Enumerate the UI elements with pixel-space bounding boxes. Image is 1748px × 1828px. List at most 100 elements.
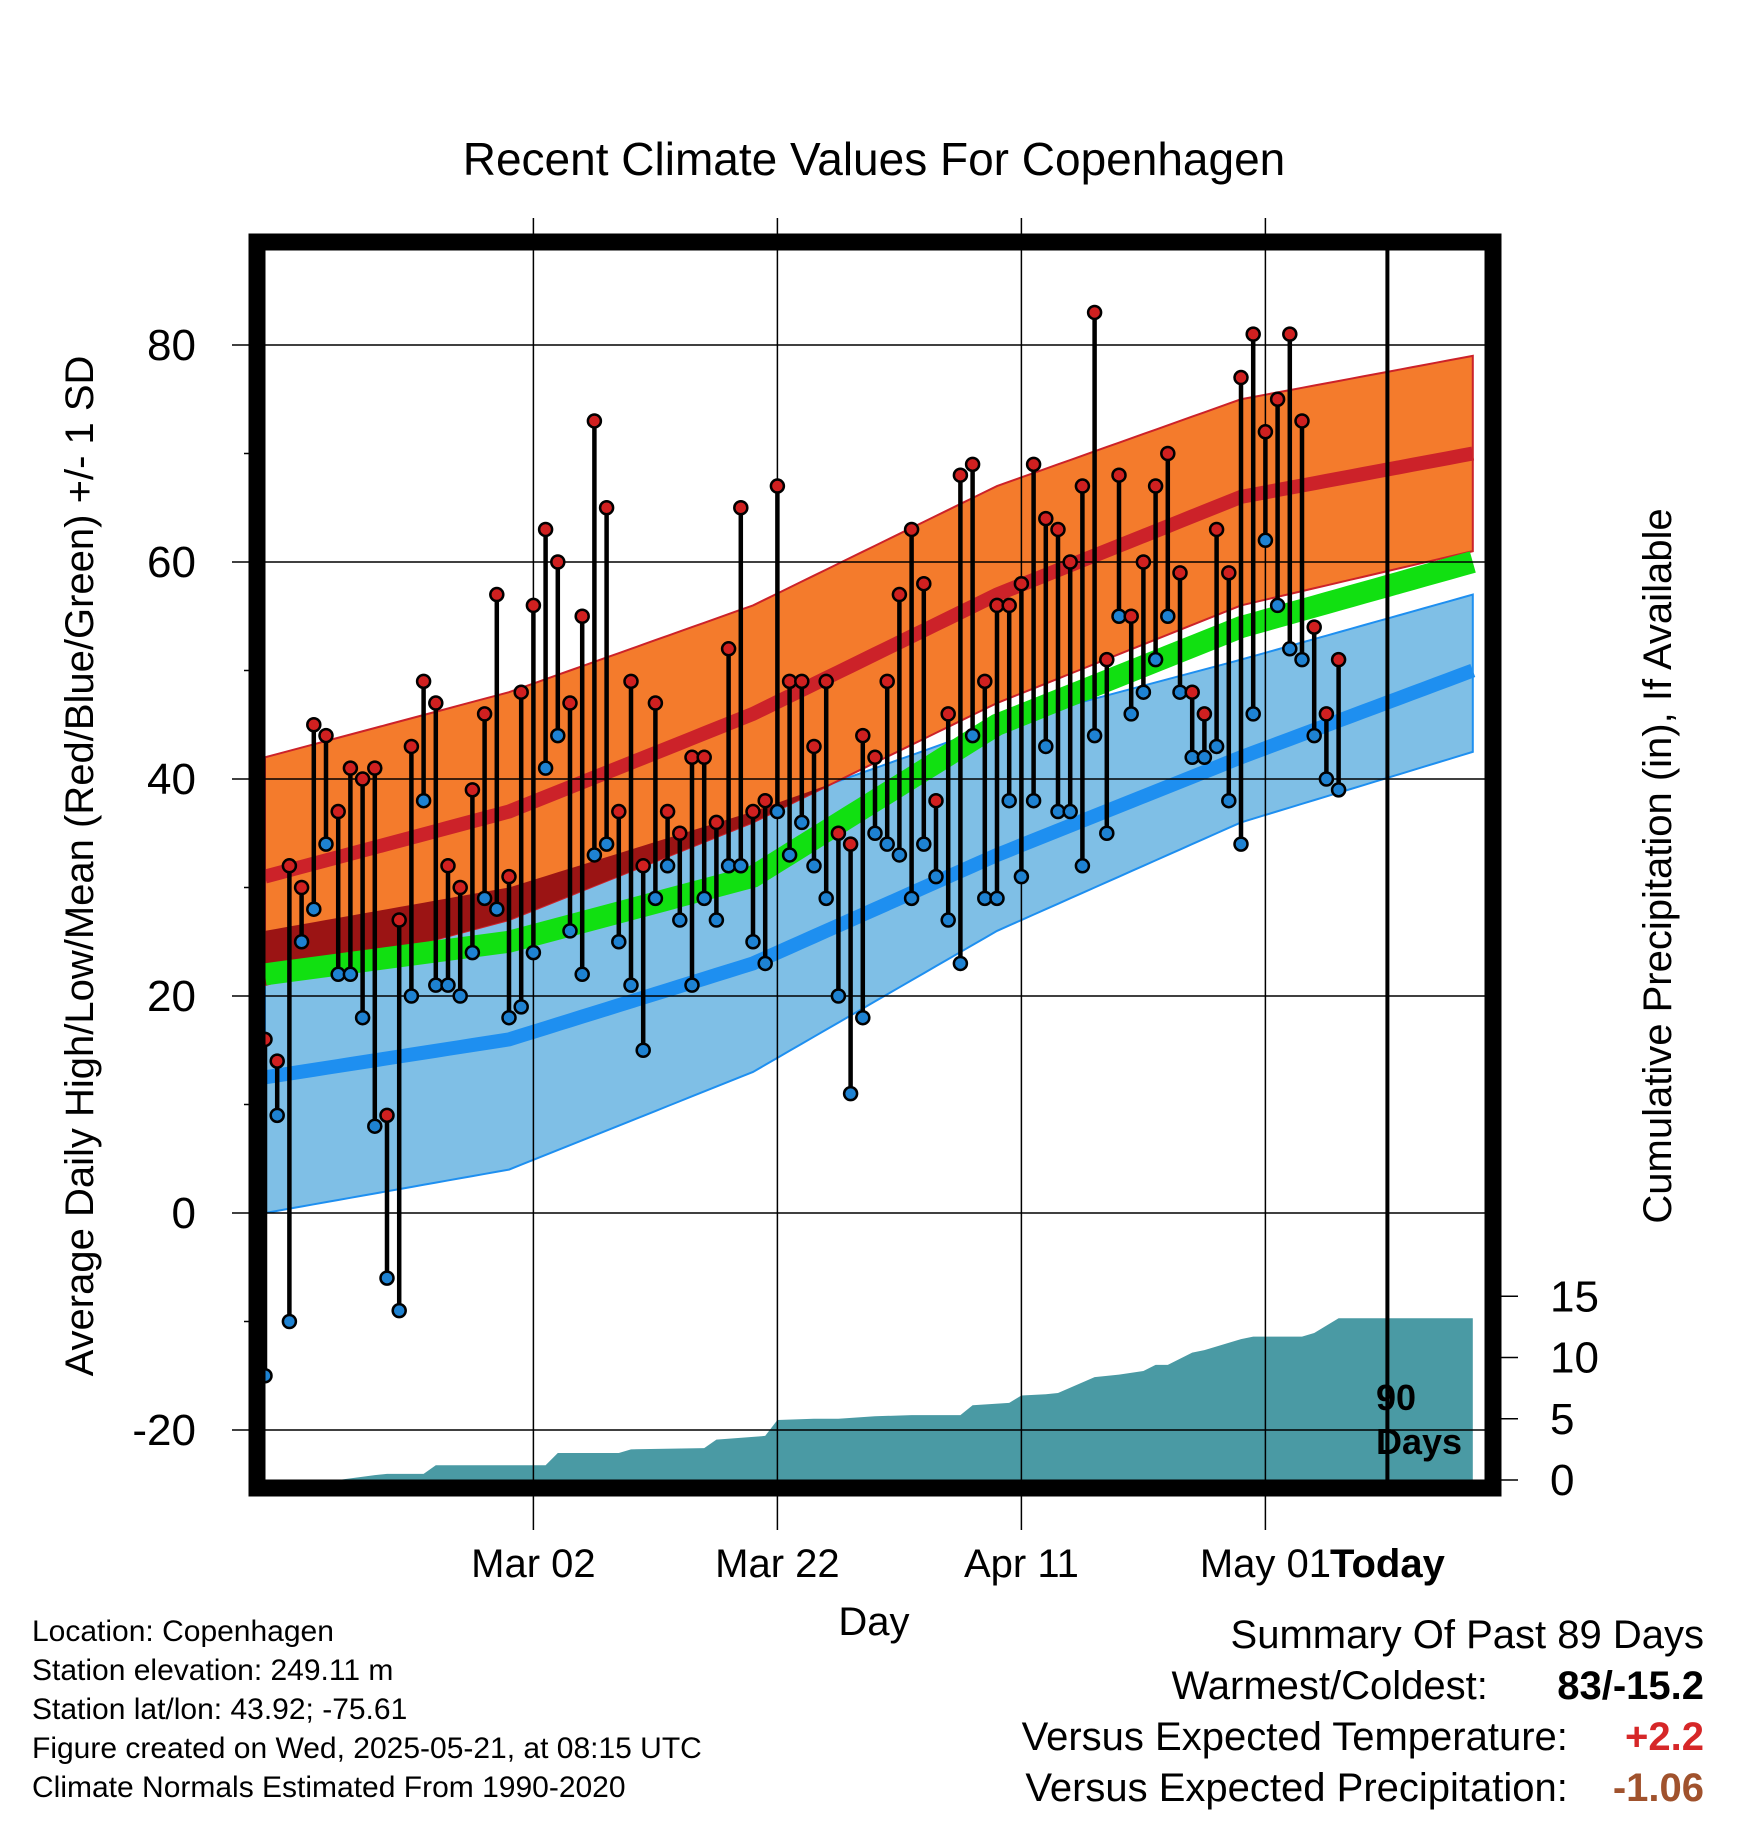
low-temp-point bbox=[440, 977, 456, 993]
high-temp-point bbox=[1062, 554, 1078, 570]
high-temp-point bbox=[733, 500, 749, 516]
high-temp-point bbox=[1001, 597, 1017, 614]
high-temp-point bbox=[611, 803, 627, 820]
high-temp-point bbox=[635, 858, 651, 874]
temp-row: Versus Expected Temperature: +2.2 bbox=[1022, 1712, 1704, 1763]
x-tick-label: Mar 02 bbox=[471, 1542, 596, 1586]
high-temp-point bbox=[1282, 326, 1298, 342]
low-temp-point bbox=[342, 966, 359, 983]
high-temp-point bbox=[940, 706, 956, 722]
low-temp-point bbox=[989, 890, 1005, 907]
low-temp-point bbox=[1160, 608, 1176, 624]
normal-low-mean-line bbox=[265, 663, 1476, 1085]
high-temp-point bbox=[1233, 369, 1249, 386]
low-temp-point bbox=[940, 912, 956, 928]
low-temp-point bbox=[1001, 792, 1017, 809]
low-temp-point bbox=[1123, 706, 1139, 722]
low-temp-point bbox=[842, 1085, 859, 1102]
high-temp-point bbox=[1269, 391, 1286, 407]
low-temp-point bbox=[415, 792, 432, 809]
low-temp-point bbox=[379, 1270, 395, 1286]
precip-value: -1.06 bbox=[1612, 1766, 1704, 1810]
low-temp-point bbox=[1245, 706, 1261, 722]
low-temp-point bbox=[464, 944, 481, 961]
high-temp-point bbox=[1099, 651, 1115, 668]
low-temp-point bbox=[611, 934, 627, 950]
elevation-text: Station elevation: 249.11 m bbox=[32, 1654, 394, 1687]
low-temp-point bbox=[1013, 868, 1030, 885]
high-temp-point bbox=[318, 727, 334, 744]
low-temp-point bbox=[1196, 749, 1213, 766]
precip-row: Versus Expected Precipitation: -1.06 bbox=[1022, 1763, 1704, 1814]
high-temp-point bbox=[757, 792, 773, 809]
high-temp-point bbox=[696, 749, 712, 766]
high-temp-point bbox=[330, 803, 346, 820]
normal-mean-line bbox=[265, 551, 1476, 986]
temp-label: Versus Expected Temperature: bbox=[1021, 1715, 1568, 1759]
high-temp-point bbox=[672, 825, 688, 841]
low-temp-point bbox=[916, 836, 932, 852]
low-temp-point bbox=[867, 825, 883, 841]
low-temp-point bbox=[964, 727, 981, 744]
high-temp-point bbox=[293, 879, 310, 896]
low-temp-point bbox=[574, 966, 590, 983]
low-temp-point bbox=[265, 1368, 273, 1384]
low-temp-point bbox=[489, 901, 505, 917]
high-temp-point bbox=[1294, 413, 1310, 429]
y2-tick-label: 5 bbox=[1550, 1395, 1574, 1444]
x-axis-label: Day bbox=[838, 1600, 909, 1644]
low-temp-point bbox=[306, 901, 322, 917]
high-temp-point bbox=[342, 760, 359, 776]
warmest-row: Warmest/Coldest: 83/-15.2 bbox=[1022, 1661, 1705, 1712]
high-temp-point bbox=[867, 749, 883, 766]
high-temp-point bbox=[1050, 521, 1066, 538]
high-temp-point bbox=[354, 771, 371, 787]
low-temp-point bbox=[708, 912, 725, 928]
high-temp-point bbox=[720, 641, 737, 657]
high-temp-point bbox=[1074, 478, 1091, 494]
low-temp-point bbox=[672, 912, 688, 928]
low-temp-point bbox=[1086, 727, 1103, 744]
latlon-text: Station lat/lon: 43.92; -75.61 bbox=[32, 1693, 408, 1726]
low-temp-point bbox=[1221, 792, 1237, 809]
high-temp-point bbox=[928, 792, 944, 809]
low-temp-point bbox=[1257, 532, 1274, 549]
station-info: Location: Copenhagen Station elevation: … bbox=[32, 1612, 702, 1807]
low-temp-point bbox=[1038, 738, 1054, 755]
warmest-value: 83/-15.2 bbox=[1557, 1664, 1704, 1708]
x-tick-label: Apr 11 bbox=[964, 1542, 1079, 1586]
high-temp-point bbox=[769, 478, 786, 494]
high-temp-point bbox=[659, 803, 676, 820]
low-temp-point bbox=[1099, 825, 1115, 841]
high-temp-point bbox=[745, 803, 761, 820]
high-temp-point bbox=[1160, 445, 1176, 462]
high-temp-point bbox=[281, 858, 298, 874]
low-temp-point bbox=[452, 988, 468, 1004]
high-temp-point bbox=[1147, 478, 1164, 494]
low-temp-point bbox=[879, 836, 895, 852]
high-temp-point bbox=[916, 575, 932, 592]
low-temp-point bbox=[647, 890, 664, 907]
high-temp-point bbox=[903, 521, 920, 538]
temp-value: +2.2 bbox=[1625, 1715, 1704, 1759]
high-temp-point bbox=[537, 521, 554, 538]
high-temp-point bbox=[391, 912, 407, 928]
high-temp-point bbox=[647, 695, 664, 711]
high-temp-point bbox=[269, 1053, 285, 1069]
low-temp-point bbox=[1208, 738, 1225, 755]
high-temp-point bbox=[1184, 684, 1200, 700]
high-temp-point bbox=[415, 673, 432, 690]
low-temp-point bbox=[269, 1107, 285, 1124]
low-temp-point bbox=[891, 847, 908, 863]
y2-axis-label: Cumulative Precipitation (in), If Availa… bbox=[1636, 508, 1680, 1223]
low-temp-point bbox=[769, 803, 786, 820]
created-text: Figure created on Wed, 2025-05-21, at 08… bbox=[32, 1732, 702, 1765]
warmest-label: Warmest/Coldest: bbox=[1171, 1664, 1488, 1708]
high-temp-point bbox=[842, 836, 859, 852]
low-temp-point bbox=[781, 847, 798, 863]
low-temp-point bbox=[1306, 727, 1322, 744]
y-tick-label: 20 bbox=[147, 972, 196, 1021]
high-temp-point bbox=[598, 500, 615, 516]
low-temp-point bbox=[598, 836, 615, 852]
low-temp-point bbox=[635, 1042, 651, 1058]
